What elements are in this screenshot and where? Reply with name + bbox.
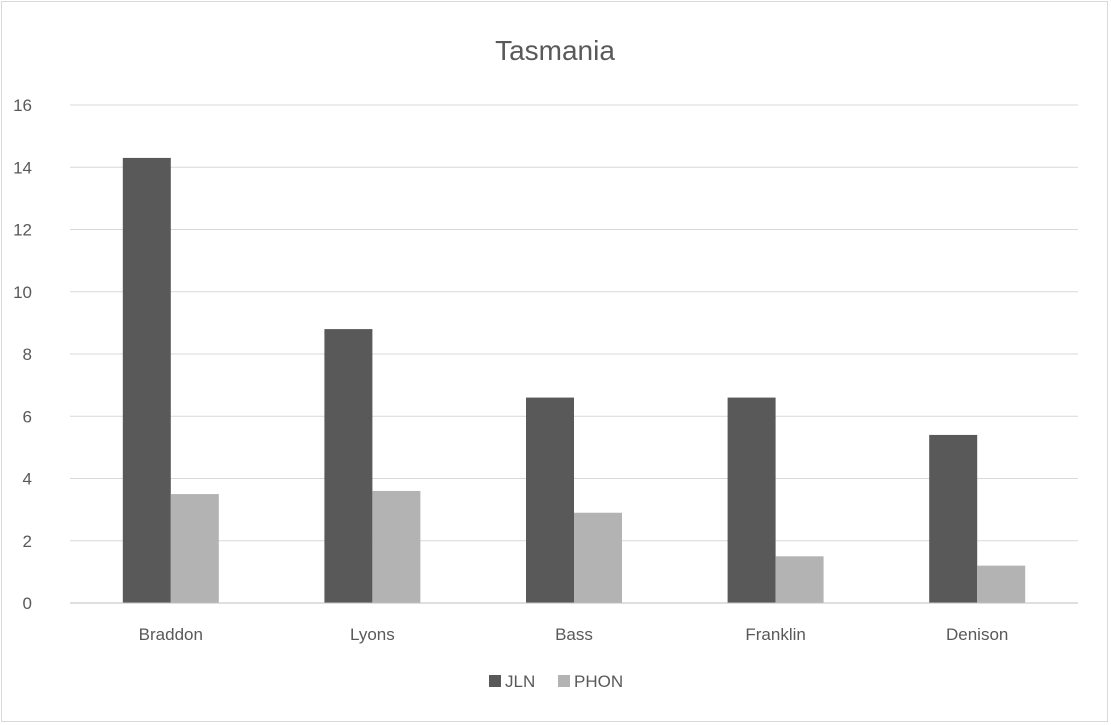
legend-swatch-jln bbox=[489, 675, 501, 687]
bar-jln-braddon bbox=[122, 157, 171, 603]
x-tick-label: Denison bbox=[946, 625, 1008, 644]
y-tick-label: 14 bbox=[13, 158, 32, 177]
x-tick-label: Braddon bbox=[139, 625, 203, 644]
legend-label-jln: JLN bbox=[505, 672, 535, 691]
bar-phon-lyons bbox=[372, 490, 421, 603]
y-tick-label: 4 bbox=[23, 470, 32, 489]
y-tick-label: 12 bbox=[13, 221, 32, 240]
y-tick-label: 16 bbox=[13, 96, 32, 115]
chart-title: Tasmania bbox=[495, 35, 615, 66]
bars bbox=[122, 157, 1026, 603]
y-tick-label: 8 bbox=[23, 345, 32, 364]
legend: JLN PHON bbox=[489, 672, 623, 691]
bar-jln-franklin bbox=[727, 397, 776, 603]
bar-jln-denison bbox=[929, 434, 978, 603]
legend-swatch-phon bbox=[558, 675, 570, 687]
y-tick-label: 6 bbox=[23, 407, 32, 426]
y-axis-ticks: 0 2 4 6 8 10 12 14 16 bbox=[13, 96, 32, 613]
x-axis-labels: Braddon Lyons Bass Franklin Denison bbox=[139, 625, 1009, 644]
legend-label-phon: PHON bbox=[574, 672, 623, 691]
bar-jln-lyons bbox=[324, 329, 373, 603]
bar-phon-braddon bbox=[170, 494, 219, 603]
x-tick-label: Lyons bbox=[350, 625, 395, 644]
y-tick-label: 10 bbox=[13, 283, 32, 302]
y-tick-label: 0 bbox=[23, 594, 32, 613]
bar-phon-denison bbox=[977, 565, 1026, 603]
y-tick-label: 2 bbox=[23, 532, 32, 551]
bar-phon-bass bbox=[574, 512, 622, 603]
gridlines bbox=[70, 104, 1078, 542]
x-tick-label: Franklin bbox=[745, 625, 805, 644]
x-tick-label: Bass bbox=[555, 625, 593, 644]
bar-phon-franklin bbox=[775, 556, 824, 603]
bar-jln-bass bbox=[526, 397, 574, 603]
